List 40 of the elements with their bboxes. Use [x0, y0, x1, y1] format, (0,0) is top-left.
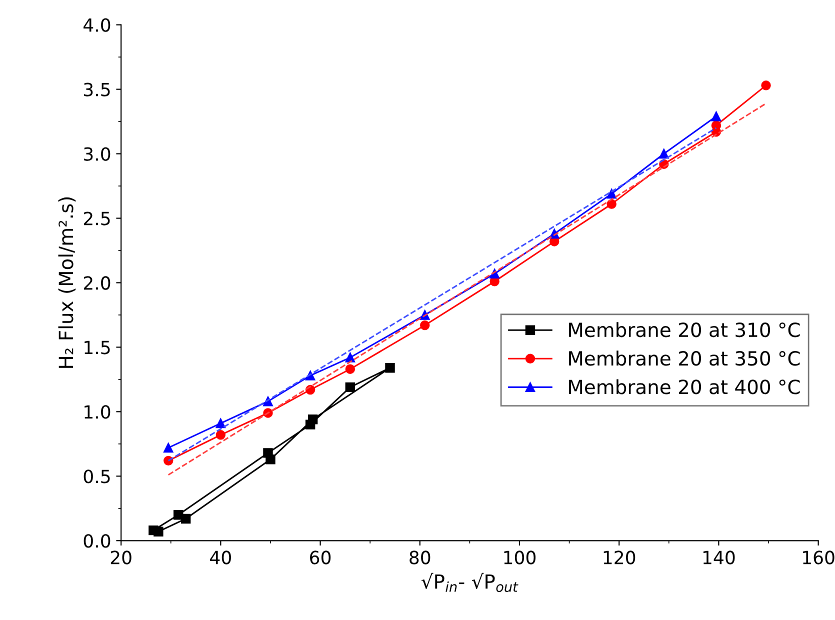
x-tick-label: 160 — [803, 550, 834, 564]
legend-label: Membrane 20 at 310 °C — [569, 322, 800, 338]
point — [308, 414, 318, 424]
y-tick-label: 2.0 — [84, 276, 110, 290]
point — [345, 352, 356, 362]
y-axis-title: H₂ Flux (Mol/m².s) — [58, 197, 76, 368]
x-tick-label: 60 — [310, 550, 331, 564]
x-tick-label: 140 — [703, 550, 735, 564]
point — [711, 112, 722, 122]
y-tick-label: 1.5 — [84, 340, 110, 354]
point — [606, 188, 616, 199]
x-tick-label: 120 — [604, 550, 636, 564]
point — [345, 364, 356, 374]
x-tick-label: 100 — [504, 550, 536, 564]
point — [266, 454, 276, 464]
legend-label: Membrane 20 at 400 °C — [569, 379, 800, 394]
y-tick-label: 0.0 — [84, 534, 110, 548]
y-tick-label: 2.5 — [84, 212, 110, 226]
point — [180, 514, 191, 524]
point — [164, 442, 174, 453]
y-tick-label: 0.5 — [84, 470, 110, 484]
point — [216, 418, 226, 428]
legend-label: Membrane 20 at 350 °C — [569, 350, 800, 366]
y-tick-label: 3.0 — [84, 147, 110, 161]
x-tick-label: 80 — [410, 550, 430, 564]
point — [345, 382, 356, 392]
point — [216, 430, 226, 440]
point — [154, 526, 164, 536]
point — [659, 148, 669, 159]
x-tick-label: 20 — [110, 550, 132, 564]
y-tick-label: 1.0 — [84, 405, 110, 419]
x-axis-title: √P$_{in}$- √P$_{out}$ — [421, 572, 518, 592]
y-tick-label: 4.0 — [84, 18, 110, 32]
point — [761, 80, 771, 90]
point — [606, 199, 616, 209]
point — [420, 320, 430, 330]
x-tick-label: 40 — [210, 550, 231, 564]
point — [385, 362, 395, 373]
point — [711, 120, 722, 130]
y-tick-label: 3.5 — [84, 82, 110, 96]
